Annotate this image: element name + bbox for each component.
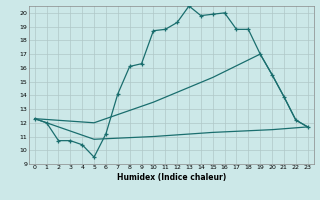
X-axis label: Humidex (Indice chaleur): Humidex (Indice chaleur) xyxy=(116,173,226,182)
